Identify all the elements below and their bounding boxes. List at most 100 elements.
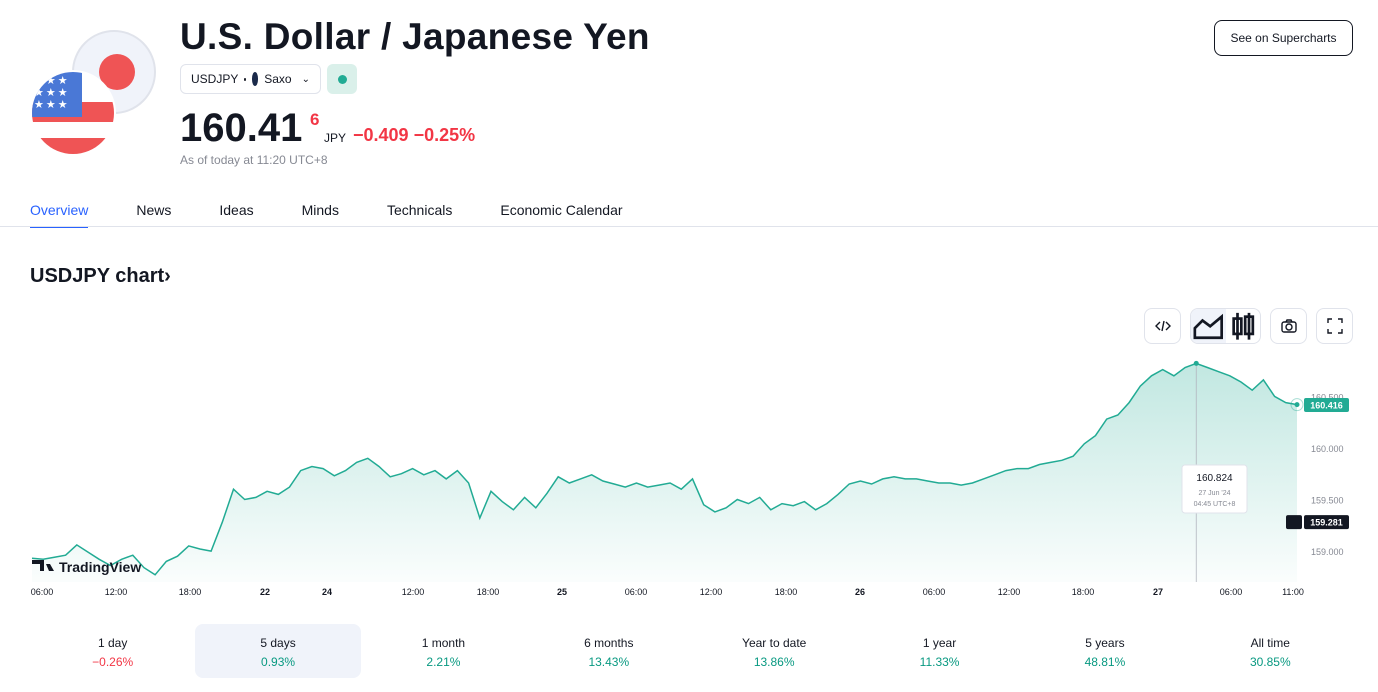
tradingview-logo: TradingView: [32, 559, 141, 575]
range-label: 5 days: [260, 636, 296, 650]
x-tick-label: 18:00: [477, 587, 500, 597]
embed-button[interactable]: [1144, 308, 1181, 344]
tab-ideas[interactable]: Ideas: [219, 202, 254, 218]
price-line: [31, 362, 1298, 576]
x-tick-label: 12:00: [402, 587, 425, 597]
crosshair-point: [1193, 360, 1199, 366]
range-all-time[interactable]: All time 30.85%: [1188, 624, 1353, 678]
x-tick-label: 12:00: [998, 587, 1021, 597]
tooltip-time: 04:45 UTC+8: [1194, 501, 1236, 508]
candles-icon: [1231, 312, 1254, 340]
chart-area-fill: [32, 363, 1297, 582]
last-price-pulse: [1290, 398, 1304, 412]
range-5-years[interactable]: 5 years 48.81%: [1022, 624, 1187, 678]
y-tick-label: 160.000: [1311, 444, 1344, 454]
as-of-timestamp: As of today at 11:20 UTC+8: [180, 153, 328, 167]
tabs-divider: [0, 226, 1378, 227]
x-tick-label: 18:00: [179, 587, 202, 597]
tradingview-logo-icon: [32, 560, 54, 571]
area-style-button[interactable]: [1191, 309, 1226, 343]
symbol-selector[interactable]: USDJPY Saxo ⌄: [180, 64, 321, 94]
chart-price-line: [31, 362, 1298, 576]
crosshair-alert-icon: [1286, 515, 1302, 530]
range-5-days[interactable]: 5 days 0.93%: [195, 624, 361, 678]
tab-technicals[interactable]: Technicals: [386, 202, 453, 218]
x-tick-label: 18:00: [1072, 587, 1095, 597]
y-tick-label: 159.500: [1311, 496, 1344, 506]
x-tick-label: 06:00: [31, 587, 54, 597]
tab-minds[interactable]: Minds: [301, 202, 339, 218]
x-tick-label: 18:00: [775, 587, 798, 597]
tooltip-value: 160.824: [1196, 473, 1233, 484]
range-change: 30.85%: [1249, 655, 1291, 669]
last-price-badge: [1304, 398, 1349, 413]
price-last-digit: 6: [310, 110, 320, 129]
tab-news[interactable]: News: [136, 202, 172, 218]
tab-economic-calendar[interactable]: Economic Calendar: [500, 202, 623, 218]
x-tick-label: 06:00: [1220, 587, 1243, 597]
y-tick-label: 159.000: [1311, 547, 1344, 557]
performance-ranges: 1 day −0.26% 5 days 0.93% 1 month 2.21% 6 mont…: [30, 624, 1353, 678]
price-chart[interactable]: 159.000 159.500 160.000 160.500 06:00 12:00 1…: [0, 350, 1378, 610]
y-tick-label: 160.500: [1311, 392, 1344, 402]
camera-icon: [1280, 319, 1297, 333]
x-axis: 06:00 12:00 18:00 22 24 12:00 18:00 25 06:00 12:0…: [31, 587, 1304, 597]
change-absolute: −0.409: [353, 125, 409, 145]
area-chart-icon: [1193, 313, 1224, 339]
range-1-month[interactable]: 1 month 2.21%: [361, 624, 526, 678]
currency-flags: ★★★ ★★★ ★★★: [30, 30, 156, 156]
x-tick-label: 24: [322, 587, 332, 597]
chart-heading-link[interactable]: USDJPY chart›: [30, 265, 171, 288]
range-label: 1 year: [922, 636, 957, 650]
range-label: All time: [1250, 636, 1290, 650]
section-tabs: Overview News Ideas Minds Technicals Eco…: [30, 196, 671, 228]
range-label: 6 months: [584, 636, 634, 650]
see-on-supercharts-button[interactable]: See on Supercharts: [1214, 20, 1353, 56]
page-title: U.S. Dollar / Japanese Yen: [180, 16, 650, 57]
fullscreen-button[interactable]: [1316, 308, 1353, 344]
price-currency: JPY: [324, 131, 347, 145]
market-status-indicator[interactable]: [327, 64, 357, 94]
candles-style-button[interactable]: [1226, 309, 1261, 343]
range-label: 1 month: [421, 636, 466, 650]
range-1-year[interactable]: 1 year 11.33%: [857, 624, 1022, 678]
market-open-dot-icon: [337, 74, 347, 84]
exchange-logo-icon: [251, 72, 259, 86]
chart-heading-label: USDJPY chart: [30, 265, 165, 287]
crosshair-price-badge: [1304, 515, 1349, 530]
x-tick-label: 06:00: [625, 587, 648, 597]
range-change: 48.81%: [1084, 655, 1126, 669]
area-fill: [32, 363, 1297, 582]
chevron-right-icon: ›: [164, 265, 171, 287]
change-percent: −0.25%: [413, 125, 476, 145]
separator-dot: [244, 77, 246, 81]
range-year-to-date[interactable]: Year to date 13.86%: [692, 624, 857, 678]
range-change: 13.86%: [753, 655, 795, 669]
crosshair-price-label: 159.281: [1310, 518, 1343, 528]
x-tick-label: 06:00: [923, 587, 946, 597]
range-6-months[interactable]: 6 months 13.43%: [526, 624, 691, 678]
x-tick-label: 27: [1153, 587, 1163, 597]
chevron-down-icon: ⌄: [301, 73, 310, 85]
x-tick-label: 26: [855, 587, 865, 597]
tab-overview[interactable]: Overview: [30, 196, 89, 228]
chart-overlays: 160.824 27 Jun '24 04:45 UTC+8 160.416 159.2…: [32, 360, 1349, 582]
us-flag-icon: ★★★ ★★★ ★★★: [30, 70, 116, 156]
range-change: 2.21%: [426, 655, 461, 669]
x-tick-label: 12:00: [105, 587, 128, 597]
symbol-label: USDJPY: [191, 72, 239, 86]
chart-style-switcher: [1190, 308, 1261, 344]
y-axis: 159.000 159.500 160.000 160.500: [1311, 392, 1344, 557]
current-price: 160.41: [180, 106, 303, 150]
range-change: 13.43%: [588, 655, 630, 669]
range-label: 5 years: [1085, 636, 1125, 650]
x-tick-label: 25: [557, 587, 567, 597]
x-tick-label: 11:00: [1282, 587, 1304, 597]
snapshot-button[interactable]: [1270, 308, 1307, 344]
tooltip-date: 27 Jun '24: [1198, 490, 1230, 497]
x-tick-label: 12:00: [700, 587, 723, 597]
last-price-label: 160.416: [1310, 401, 1343, 411]
range-change: −0.26%: [92, 655, 134, 669]
x-tick-label: 22: [260, 587, 270, 597]
range-1-day[interactable]: 1 day −0.26%: [30, 624, 195, 678]
